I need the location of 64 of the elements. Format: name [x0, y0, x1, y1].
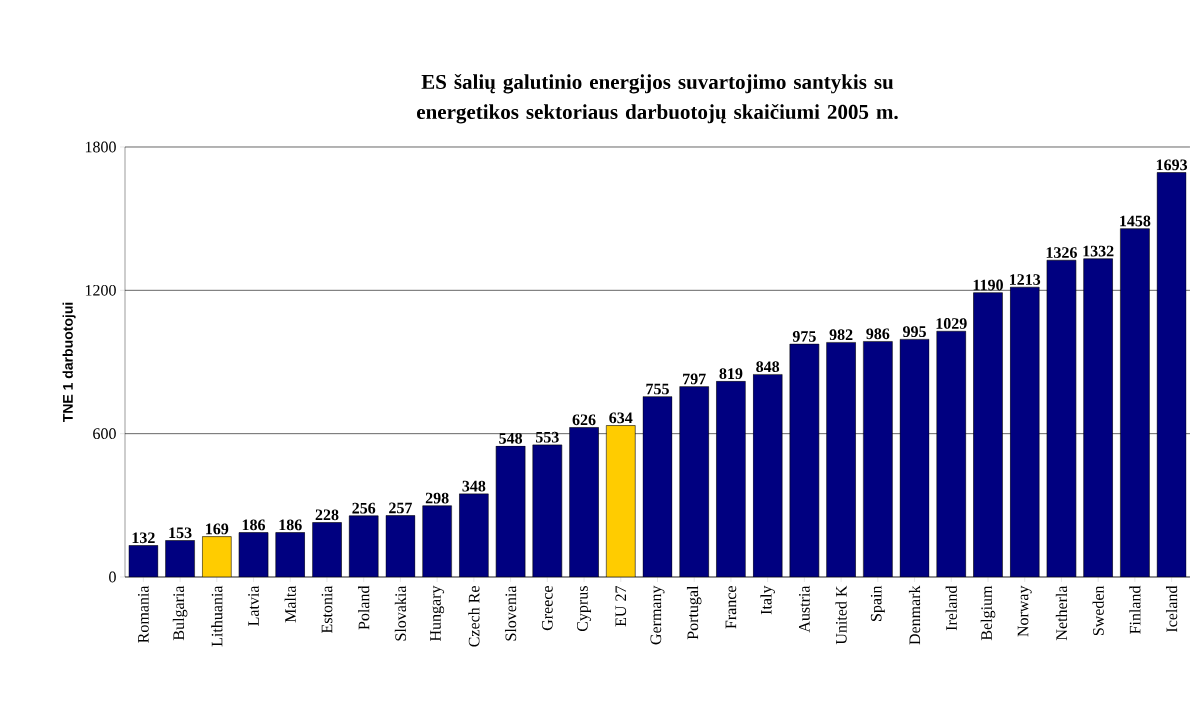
y-tick-label: 0 [109, 571, 116, 583]
x-tick-label: Latvia [248, 585, 259, 626]
x-tick-label: Portugal [686, 585, 702, 640]
data-label: 348 [462, 480, 486, 492]
x-tick-label: Finland [1129, 585, 1141, 634]
data-label: 1332 [1083, 245, 1114, 257]
data-label: 982 [829, 329, 853, 341]
x-tick-label: Germany [650, 585, 665, 645]
data-label: 186 [242, 519, 266, 531]
x-tick-label: EU 27 [615, 585, 627, 627]
x-tick-label: Slovakia [394, 585, 407, 641]
x-tick-label: Ireland [945, 585, 957, 631]
y-tick-label: 600 [93, 428, 116, 440]
y-tick-label: 1800 [85, 141, 116, 153]
x-tick-label: Malta [284, 585, 296, 623]
data-label: 1693 [1156, 159, 1188, 171]
data-label: 153 [169, 527, 192, 539]
x-tick-label: Poland [358, 585, 370, 630]
data-label: 257 [389, 502, 413, 514]
x-tick-label: United K [835, 585, 847, 645]
data-label: 975 [792, 331, 816, 342]
data-label: 819 [719, 368, 743, 380]
data-label: 797 [683, 373, 706, 385]
x-tick-label: Lithuania [211, 585, 223, 647]
data-label: 1213 [1010, 274, 1041, 285]
x-tick-label: Norway [1017, 585, 1032, 637]
x-tick-label: Romania [138, 585, 149, 643]
data-label: 1458 [1120, 215, 1151, 227]
x-tick-label: Italy [760, 585, 775, 615]
x-tick-label: Estonia [321, 585, 333, 634]
data-label: 256 [352, 502, 376, 514]
data-label: 634 [609, 412, 633, 424]
y-axis-title: TNE 1 darbuotojui [62, 302, 76, 423]
data-label: 186 [279, 519, 302, 531]
data-label: 132 [132, 532, 155, 544]
x-tick-label: Denmark [908, 585, 921, 645]
data-label: 228 [315, 509, 339, 521]
data-label: 995 [902, 326, 926, 337]
x-tick-label: Slovenia [504, 585, 517, 641]
data-label: 298 [425, 492, 449, 504]
x-tick-label: Spain [870, 585, 885, 621]
x-tick-label: Iceland [1165, 585, 1178, 633]
x-tick-label: Netherla [1055, 585, 1068, 641]
data-label: 553 [535, 431, 559, 443]
data-label: 169 [206, 523, 229, 535]
x-tick-label: Austria [799, 585, 810, 633]
x-tick-label: Belgium [980, 585, 996, 641]
data-label: 1326 [1046, 247, 1077, 258]
x-tick-label: Czech Re [468, 586, 480, 647]
x-tick-label: Cyprus [577, 586, 592, 632]
data-label: 848 [756, 361, 780, 373]
x-tick-label: Sweden [1092, 585, 1104, 636]
x-tick-label: Bulgaria [172, 585, 188, 641]
data-label: 986 [866, 328, 890, 340]
x-tick-label: Greece [541, 586, 553, 631]
data-label: 755 [646, 383, 669, 395]
data-label: 548 [499, 432, 523, 444]
y-tick-label: 1200 [85, 284, 116, 296]
data-label: 626 [572, 414, 596, 426]
x-tick-label: France [725, 586, 737, 629]
data-label: 1190 [973, 279, 1003, 291]
data-label: 1029 [936, 318, 967, 329]
x-tick-label: Hungary [430, 585, 445, 642]
chart-title: ES šalių galutinio energijos suvartojimo santykis su energetikos sektoriaus darbuotojų skaičiumi 2005 m. [417, 74, 898, 124]
